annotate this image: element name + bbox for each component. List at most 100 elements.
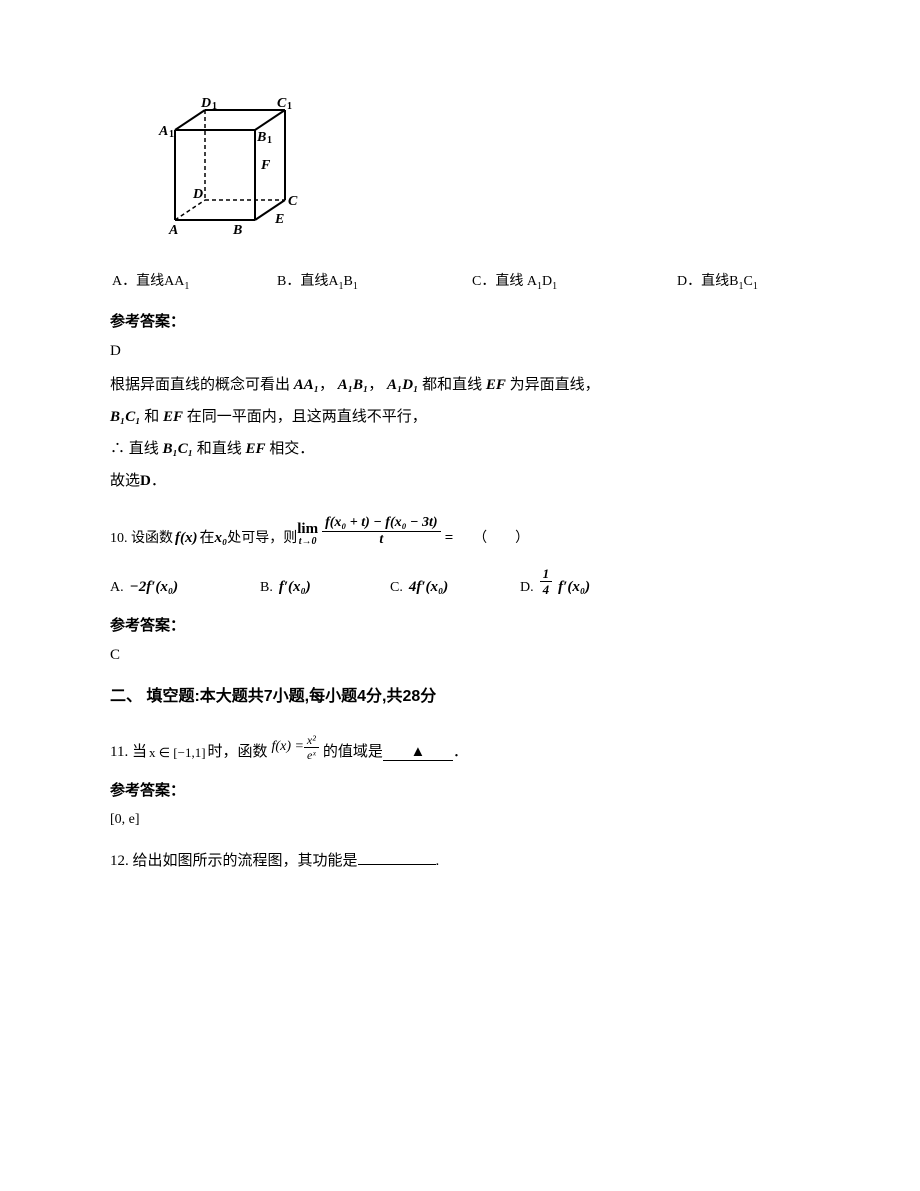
q11-blank: ▲ xyxy=(383,744,453,761)
svg-text:1: 1 xyxy=(267,135,272,146)
section-2-title: 二、 填空题:本大题共7小题,每小题4分,共28分 xyxy=(110,682,810,706)
q12-text: 12. 给出如图所示的流程图，其功能是 xyxy=(110,853,358,869)
q9-a1b1: A₁B₁ xyxy=(338,377,368,393)
q11-prefix: 11. 当 xyxy=(110,740,147,761)
q9-b1c1a: B₁C₁ xyxy=(110,409,140,425)
opt-b-prefix: B． xyxy=(277,274,300,289)
opt-c-sub2: 1 xyxy=(552,281,557,292)
q9-l2a: 和 xyxy=(144,409,159,425)
q10-mid: 处可导，则 xyxy=(227,527,297,547)
q10-option-d: D. 1 4 f′(x₀) xyxy=(520,567,810,596)
q10-lim-sub: t→0 xyxy=(299,537,317,547)
q11-func: f(x) = xyxy=(272,739,304,755)
q9-b1c1b: B₁C₁ xyxy=(163,441,193,457)
opt-a-text: 直线AA xyxy=(136,274,184,289)
q9-l3b: 和直线 xyxy=(197,441,242,457)
option-d: D．直线B1C1 xyxy=(677,270,810,292)
option-a: A．直线AA1 xyxy=(112,270,277,292)
q9-options: A．直线AA1 B．直线A1B1 C．直线 A1D1 D．直线B1C1 xyxy=(110,270,810,292)
q10-options: A. −2f′(x₀) B. f′(x₀) C. 4f′(x₀) D. 1 4 … xyxy=(110,567,810,596)
q10-paren: （ ） xyxy=(473,527,529,547)
opt-b-text1: 直线A xyxy=(300,274,338,289)
q9-l4ans: D xyxy=(140,473,151,489)
q9-answer: D xyxy=(110,343,810,360)
q9-l4end: ． xyxy=(151,473,166,489)
cube-diagram: D1 C1 A1 B1 D C A B E F xyxy=(155,95,810,250)
q11-mid1: 时，函数 xyxy=(208,740,268,761)
q10-frac-den: t xyxy=(379,532,383,547)
opt-d-sub2: 1 xyxy=(753,281,758,292)
q9-l1a: 根据异面直线的概念可看出 xyxy=(110,377,290,393)
q10-b-label: B. xyxy=(260,580,273,596)
q10-d-expr: f′(x₀) xyxy=(558,579,590,596)
q12-blank xyxy=(358,848,436,865)
svg-text:D: D xyxy=(200,96,211,111)
q9-l3a: ∴ 直线 xyxy=(110,441,159,457)
svg-text:B: B xyxy=(256,130,266,145)
q11-num: x² xyxy=(304,734,319,748)
q10-b-expr: f′(x₀) xyxy=(279,579,311,596)
q10-answer: C xyxy=(110,647,810,664)
q11-blank-mark: ▲ xyxy=(410,744,425,760)
q10-eq: = xyxy=(445,530,454,547)
q10-x0: x₀ xyxy=(215,530,228,547)
q11-den: eˣ xyxy=(307,748,316,761)
q10-lim-top: lim xyxy=(297,522,318,537)
q9-explain-2: B₁C₁ 和 EF 在同一平面内，且这两直线不平行， xyxy=(110,406,810,428)
svg-text:A: A xyxy=(158,124,168,139)
q9-aa1: AA₁ xyxy=(294,377,319,393)
q10-fx: f(x) xyxy=(175,530,198,547)
opt-d-prefix: D． xyxy=(677,274,701,289)
q12-end: . xyxy=(436,853,440,869)
svg-text:E: E xyxy=(274,212,284,227)
opt-d-text1: 直线B xyxy=(701,274,738,289)
svg-text:1: 1 xyxy=(212,101,217,112)
q11-stem: 11. 当 x ∈ [−1,1] 时，函数 f(x) = x² eˣ 的值域是 … xyxy=(110,734,810,761)
q10-d-frac: 1 4 xyxy=(540,567,553,596)
svg-text:D: D xyxy=(192,187,203,202)
q10-c-label: C. xyxy=(390,580,403,596)
q9-l2b: 在同一平面内，且这两直线不平行， xyxy=(187,409,427,425)
opt-b-sub2: 1 xyxy=(353,281,358,292)
q9-l4: 故选 xyxy=(110,473,140,489)
q10-option-b: B. f′(x₀) xyxy=(260,579,390,596)
answer-label-2: 参考答案： xyxy=(110,614,810,635)
q10-stem: 10. 设函数 f(x)在x₀ 处可导，则 lim t→0 f(x₀ + t) … xyxy=(110,516,810,547)
q9-explain-4: 故选D． xyxy=(110,470,810,492)
opt-a-sub: 1 xyxy=(184,281,189,292)
q10-option-a: A. −2f′(x₀) xyxy=(110,579,260,596)
opt-d-text2: C xyxy=(743,274,752,289)
q9-l3c: 相交． xyxy=(269,441,314,457)
option-b: B．直线A1B1 xyxy=(277,270,472,292)
q11-end: ． xyxy=(453,740,468,761)
svg-text:1: 1 xyxy=(287,101,292,112)
q10-prefix: 10. 设函数 xyxy=(110,527,173,547)
q9-l1c: 为异面直线， xyxy=(510,377,600,393)
q9-explain-3: ∴ 直线 B₁C₁ 和直线 EF 相交． xyxy=(110,438,810,460)
svg-text:C: C xyxy=(277,96,287,111)
q10-frac-num: f(x₀ + t) − f(x₀ − 3t) xyxy=(322,516,440,532)
opt-b-text2: B xyxy=(343,274,352,289)
answer-label-1: 参考答案： xyxy=(110,310,810,331)
opt-c-text1: 直线 A xyxy=(495,274,537,289)
q9-explain-1: 根据异面直线的概念可看出 AA₁， A₁B₁， A₁D₁ 都和直线 EF 为异面… xyxy=(110,374,810,396)
q10-a-expr: −2f′(x₀) xyxy=(130,579,179,596)
opt-c-prefix: C． xyxy=(472,274,495,289)
q10-frac: f(x₀ + t) − f(x₀ − 3t) t xyxy=(322,516,440,547)
svg-text:A: A xyxy=(168,223,178,238)
q10-c-expr: 4f′(x₀) xyxy=(409,579,448,596)
svg-text:B: B xyxy=(232,223,242,238)
q10-option-c: C. 4f′(x₀) xyxy=(390,579,520,596)
q9-l1b: 都和直线 xyxy=(422,377,482,393)
q10-d-label: D. xyxy=(520,580,534,596)
opt-a-prefix: A． xyxy=(112,274,136,289)
q10-d-den: 4 xyxy=(543,582,550,596)
svg-text:F: F xyxy=(260,158,271,173)
q11-answer: [0, e] xyxy=(110,812,810,828)
svg-text:1: 1 xyxy=(169,129,174,140)
answer-label-3: 参考答案： xyxy=(110,779,810,800)
q9-ef1: EF xyxy=(486,377,506,393)
q11-mid2: 的值域是 xyxy=(323,740,383,761)
option-c: C．直线 A1D1 xyxy=(472,270,677,292)
opt-c-text2: D xyxy=(542,274,552,289)
